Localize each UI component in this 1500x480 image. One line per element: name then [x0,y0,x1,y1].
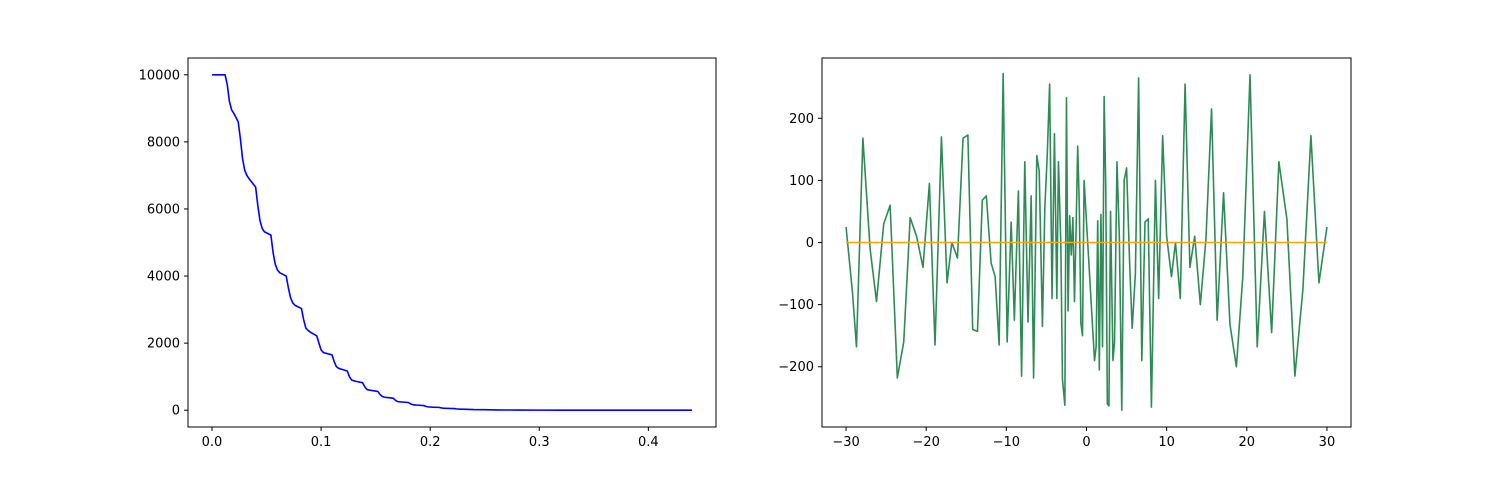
right-chart-y-ticks: −200 −100 0 100 200 [778,112,822,375]
right-chart-y-tick-label: 200 [789,112,814,127]
right-chart-x-tick-label: 10 [1158,435,1175,450]
left-chart-x-ticks: 0.0 0.1 0.2 0.3 0.4 [202,427,659,450]
left-chart-y-tick-label: 2000 [147,337,180,352]
right-chart-y-tick-label: 0 [806,236,814,251]
right-chart-y-tick-label: −200 [778,360,814,375]
right-chart-x-tick-label: 30 [1319,435,1336,450]
right-chart-y-tick-label: −100 [778,298,814,313]
left-chart: 0.0 0.1 0.2 0.3 0.4 0 2000 4000 6000 8000 10000 [139,57,717,450]
left-chart-axes-frame [187,57,717,428]
left-chart-x-tick-label: 0.0 [202,435,223,450]
right-chart-x-ticks: −30 −20 −10 0 10 20 30 [832,427,1335,450]
right-chart-y-tick-label: 100 [789,174,814,189]
left-chart-x-tick-label: 0.4 [638,435,659,450]
right-chart-x-tick-label: 20 [1239,435,1256,450]
left-chart-series-line-0 [212,73,692,412]
right-chart-series-line-0 [845,72,1328,412]
left-chart-y-tick-label: 4000 [147,270,180,285]
left-chart-x-tick-label: 0.3 [529,435,550,450]
right-chart-x-tick-label: −20 [912,435,939,450]
left-chart-y-tick-label: 8000 [147,135,180,150]
left-chart-y-ticks: 0 2000 4000 6000 8000 10000 [139,68,188,419]
right-chart-x-tick-label: 0 [1082,435,1090,450]
right-chart-x-tick-label: −10 [993,435,1020,450]
left-chart-x-tick-label: 0.1 [311,435,332,450]
right-chart-lines [845,72,1328,412]
left-chart-y-tick-label: 0 [172,404,180,419]
right-chart-x-tick-label: −30 [832,435,859,450]
left-chart-y-tick-label: 10000 [139,68,180,83]
left-chart-lines [212,73,692,412]
left-chart-y-tick-label: 6000 [147,202,180,217]
left-chart-x-tick-label: 0.2 [420,435,441,450]
